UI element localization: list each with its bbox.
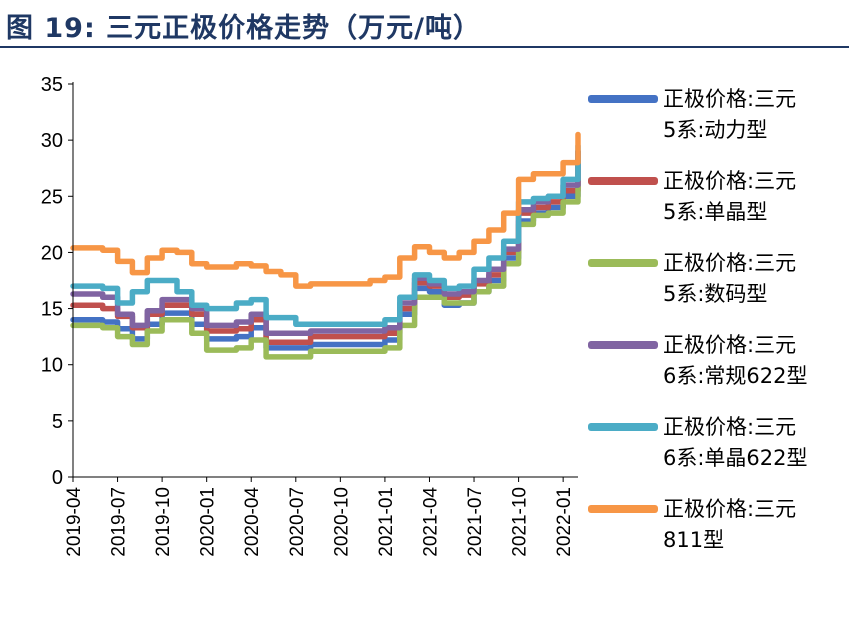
legend-item: 正极价格:三元 6系:单晶622型: [588, 412, 848, 494]
legend-label-line2: 5系:动力型: [663, 118, 768, 142]
legend-label: 正极价格:三元 811型: [663, 494, 843, 556]
y-tick-label: 25: [41, 186, 63, 208]
legend-label-line1: 正极价格:三元: [663, 169, 797, 193]
legend-label-line1: 正极价格:三元: [663, 87, 797, 111]
legend-swatch: [588, 341, 658, 349]
legend-swatch: [588, 505, 658, 513]
x-tick-label: 2019-10: [153, 487, 174, 557]
series-line-5: [70, 143, 581, 328]
x-tick-label: 2022-01: [554, 487, 575, 557]
legend-swatch: [588, 177, 658, 185]
y-tick-label: 10: [41, 355, 63, 377]
x-tick-label: 2020-10: [331, 487, 352, 557]
legend-label: 正极价格:三元 5系:数码型: [663, 248, 843, 310]
x-tick-label: 2021-01: [376, 487, 397, 557]
legend-item: 正极价格:三元 6系:常规622型: [588, 330, 848, 412]
x-tick-label: 2019-04: [64, 487, 85, 557]
chart-legend: 正极价格:三元 5系:动力型 正极价格:三元 5系:单晶型 正极价格:三元 5系…: [588, 84, 848, 576]
legend-label: 正极价格:三元 6系:单晶622型: [663, 412, 843, 474]
x-tick-label: 2020-07: [287, 487, 308, 557]
legend-label-line1: 正极价格:三元: [663, 251, 797, 275]
legend-label-line1: 正极价格:三元: [663, 497, 797, 521]
series-line-6: [70, 131, 581, 289]
series-layer: [70, 131, 581, 360]
x-tick-label: 2021-10: [510, 487, 531, 557]
legend-label-line2: 5系:数码型: [663, 282, 768, 306]
legend-label-line1: 正极价格:三元: [663, 415, 797, 439]
legend-swatch: [588, 95, 658, 103]
legend-label-line2: 6系:常规622型: [663, 364, 808, 388]
x-tick-label: 2020-01: [198, 487, 219, 557]
y-tick-label: 0: [52, 467, 63, 489]
legend-label-line2: 811型: [663, 528, 725, 552]
legend-label-line2: 5系:单晶型: [663, 200, 768, 224]
x-tick-label: 2021-07: [465, 487, 486, 557]
y-tick-label: 35: [41, 74, 63, 96]
legend-swatch: [588, 423, 658, 431]
y-tick-label: 20: [41, 242, 63, 264]
x-tick-label: 2020-04: [242, 487, 263, 557]
x-tick-label: 2019-07: [109, 487, 130, 557]
legend-label: 正极价格:三元 6系:常规622型: [663, 330, 843, 392]
y-tick-label: 5: [52, 411, 63, 433]
legend-item: 正极价格:三元 5系:单晶型: [588, 166, 848, 248]
legend-item: 正极价格:三元 5系:动力型: [588, 84, 848, 166]
legend-label: 正极价格:三元 5系:单晶型: [663, 166, 843, 228]
legend-label-line1: 正极价格:三元: [663, 333, 797, 357]
title-divider: [0, 46, 849, 48]
legend-item: 正极价格:三元 5系:数码型: [588, 248, 848, 330]
x-tick-label: 2021-04: [421, 487, 442, 557]
legend-label-line2: 6系:单晶622型: [663, 446, 808, 470]
axis-layer: 0 5 10 15 20 25 30 35 2019-04 2019-07 2019-10 2020-…: [41, 74, 578, 557]
series-line-4: [70, 148, 581, 337]
legend-swatch: [588, 259, 658, 267]
legend-item: 正极价格:三元 811型: [588, 494, 848, 576]
y-tick-label: 30: [41, 130, 63, 152]
y-tick-label: 15: [41, 299, 63, 321]
figure-title: 图 19: 三元正极价格走势（万元/吨）: [6, 13, 482, 44]
legend-label: 正极价格:三元 5系:动力型: [663, 84, 843, 146]
